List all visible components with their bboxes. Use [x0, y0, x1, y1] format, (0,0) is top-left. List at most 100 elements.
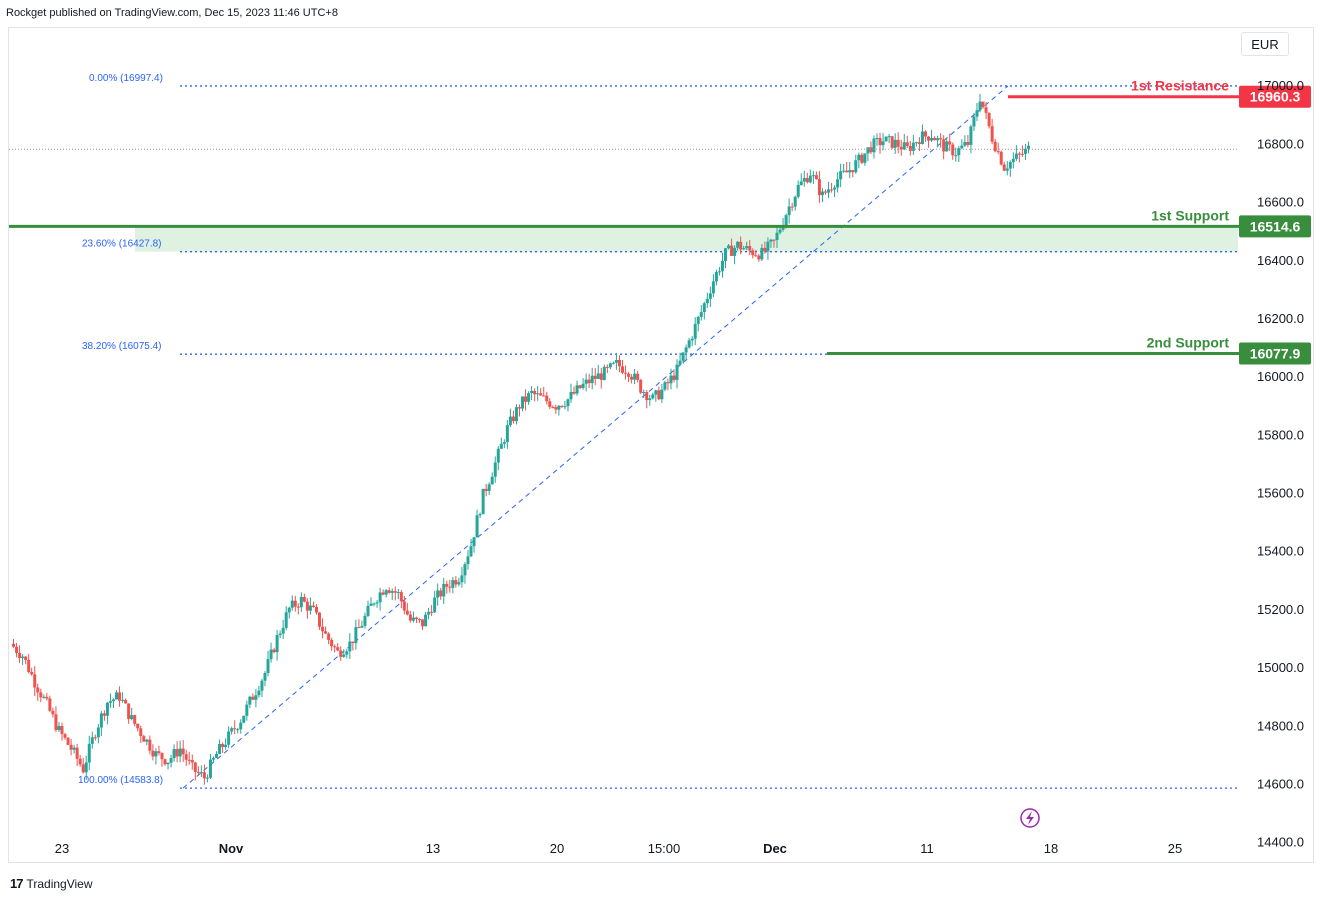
candle-body [536, 393, 540, 395]
candle-body [87, 743, 91, 763]
candle-body [266, 659, 270, 673]
candle-body [263, 672, 267, 681]
candle [230, 726, 234, 735]
candle [281, 619, 285, 640]
candle-body [414, 617, 418, 619]
candle [1008, 160, 1012, 177]
level-name: 1st Support [1151, 207, 1229, 223]
candle [387, 587, 391, 594]
candle-body [230, 728, 234, 732]
candle-body [45, 696, 49, 699]
candle-body [221, 743, 225, 748]
candle-body [878, 138, 882, 146]
candle [160, 752, 164, 767]
candle [536, 385, 540, 401]
candle [151, 744, 155, 761]
candle-body [72, 747, 76, 750]
candle-body [484, 488, 488, 491]
candle-body [845, 170, 849, 173]
candle [690, 336, 694, 346]
candle-body [581, 383, 585, 388]
candle [454, 576, 458, 588]
candle-body [902, 142, 906, 150]
candle [36, 683, 40, 701]
candle [972, 113, 976, 132]
candle-body [281, 627, 285, 634]
candle-body [920, 131, 924, 144]
candle-body [584, 379, 588, 384]
candle [199, 765, 203, 777]
candle-body [278, 633, 282, 636]
fib-trend-line [182, 85, 1009, 789]
candle [360, 620, 364, 629]
candle-body [12, 643, 16, 647]
candle-body [151, 750, 155, 757]
y-tick-label: 15400.0 [1257, 544, 1304, 559]
candle-body [360, 625, 364, 628]
candle-body [1002, 164, 1006, 171]
candle-body [778, 229, 782, 233]
candle-body [478, 514, 482, 516]
candle [887, 134, 891, 144]
candle [654, 389, 658, 402]
candle [842, 163, 846, 174]
candle-body [957, 148, 961, 156]
candle-body [139, 728, 143, 737]
candle-body [517, 407, 521, 409]
candle-body [115, 692, 119, 700]
candle [636, 370, 640, 383]
candle [833, 185, 837, 198]
candle [211, 756, 215, 762]
candle-body [287, 607, 291, 613]
candle-body [869, 147, 873, 153]
candle [766, 237, 770, 260]
tradingview-footer: 17 TradingView [10, 876, 93, 891]
candle [793, 195, 797, 211]
candle [899, 139, 903, 156]
candle [487, 482, 491, 496]
candle-body [933, 138, 937, 141]
candle [681, 352, 685, 364]
candle [124, 698, 128, 704]
candle-body [60, 726, 64, 735]
candle [227, 726, 231, 749]
candle-body [975, 110, 979, 117]
candle [193, 761, 197, 781]
currency-label[interactable]: EUR [1241, 32, 1289, 56]
candle [957, 146, 961, 162]
candle [84, 755, 88, 780]
candle-body [633, 373, 637, 380]
candle-body [914, 142, 918, 144]
candle [945, 137, 949, 152]
candle [30, 667, 34, 676]
candle [224, 738, 228, 750]
candle-body [260, 680, 264, 691]
candle [508, 408, 512, 428]
candle [81, 757, 85, 774]
candle [51, 707, 55, 718]
candle [333, 644, 337, 653]
candle [608, 362, 612, 370]
candle-body [714, 271, 718, 282]
candle [72, 744, 76, 754]
y-tick-label: 14600.0 [1257, 776, 1304, 791]
candle [427, 607, 431, 620]
candle [233, 720, 237, 735]
candle-body [242, 715, 246, 723]
candle [730, 238, 734, 257]
candle-body [363, 615, 367, 626]
candle-body [284, 612, 288, 628]
candle-body [466, 556, 470, 565]
x-tick-label: 11 [920, 841, 934, 856]
y-tick-label: 15800.0 [1257, 427, 1304, 442]
candle [399, 589, 403, 609]
candle-body [169, 758, 173, 763]
chart-misc [9, 148, 1238, 828]
candle [475, 509, 479, 538]
candle [172, 744, 176, 762]
candle [987, 112, 991, 129]
candle-body [1026, 145, 1030, 149]
price-tag-text: 16514.6 [1250, 218, 1301, 234]
candle [93, 734, 97, 741]
